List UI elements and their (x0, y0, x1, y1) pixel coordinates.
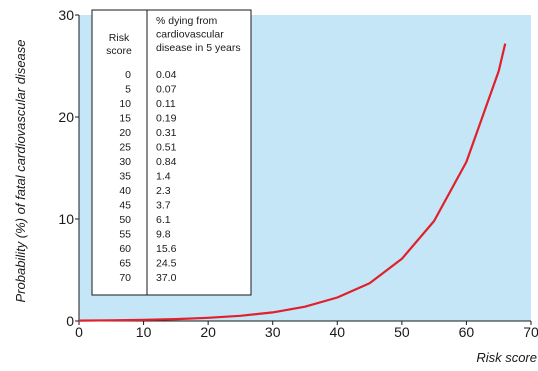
x-tick-label: 20 (200, 324, 216, 340)
table-cell-score: 10 (119, 98, 131, 110)
y-axis-label: Probability (%) of fatal cardiovascular … (13, 39, 28, 302)
table-cell-percent: 0.04 (156, 69, 177, 81)
table-cell-percent: 15.6 (156, 243, 177, 255)
table-cell-percent: 3.7 (156, 200, 171, 212)
table-row: 45 3.7 (119, 200, 170, 212)
table-cell-percent: 0.07 (156, 84, 177, 96)
table-row: 55 9.8 (119, 229, 170, 241)
table-cell-score: 30 (119, 156, 131, 168)
table-header-risk-score: Risk (109, 32, 130, 44)
x-tick-label: 30 (265, 324, 281, 340)
table-row: 70 37.0 (119, 272, 176, 284)
table-header-risk-score: score (106, 45, 132, 57)
table-header-percent-dying: % dying from (156, 15, 218, 27)
x-tick-label: 50 (394, 324, 410, 340)
table-cell-score: 55 (119, 229, 131, 241)
table-cell-percent: 37.0 (156, 272, 177, 284)
table-row: 20 0.31 (119, 127, 176, 139)
table-row: 35 1.4 (119, 171, 170, 183)
table-cell-score: 25 (119, 142, 131, 154)
table-row: 25 0.51 (119, 142, 176, 154)
table-cell-score: 5 (125, 84, 131, 96)
x-tick-label: 0 (75, 324, 83, 340)
x-axis: 0 10 20 30 40 50 60 70 (75, 320, 538, 340)
x-tick-label: 70 (523, 324, 538, 340)
table-cell-percent: 2.3 (156, 185, 171, 197)
y-tick-label: 10 (58, 211, 74, 227)
table-cell-score: 45 (119, 200, 131, 212)
table-row: 5 0.07 (125, 84, 176, 96)
table-cell-score: 70 (119, 272, 131, 284)
y-tick-label: 30 (58, 7, 74, 23)
table-cell-percent: 0.51 (156, 142, 177, 154)
series-line (78, 43, 507, 322)
table-cell-score: 40 (119, 185, 131, 197)
table-cell-score: 65 (119, 258, 131, 270)
table-cell-score: 50 (119, 214, 131, 226)
table-cell-score: 0 (125, 69, 131, 81)
table-cell-percent: 0.84 (156, 156, 177, 168)
table-cell-percent: 24.5 (156, 258, 177, 270)
table-row: 30 0.84 (119, 156, 176, 168)
table-cell-percent: 0.19 (156, 113, 177, 125)
table-cell-percent: 0.11 (156, 98, 176, 110)
table-row: 40 2.3 (119, 185, 170, 197)
y-tick-label: 20 (58, 109, 74, 125)
table-row: 15 0.19 (119, 113, 176, 125)
table-cell-percent: 0.31 (156, 127, 177, 139)
table-row: 60 15.6 (119, 243, 176, 255)
table-cell-score: 60 (119, 243, 131, 255)
x-tick-label: 10 (136, 324, 152, 340)
x-tick-label: 60 (459, 324, 475, 340)
table-cell-score: 20 (119, 127, 131, 139)
table-cell-percent: 9.8 (156, 229, 171, 241)
table-row: 50 6.1 (119, 214, 170, 226)
table-cell-score: 35 (119, 171, 131, 183)
x-tick-label: 40 (329, 324, 345, 340)
y-axis: 0 10 20 30 (58, 7, 80, 329)
table-cell-percent: 1.4 (156, 171, 171, 183)
table-border (91, 9, 252, 296)
table-row: 65 24.5 (119, 258, 176, 270)
table-cell-score: 15 (119, 113, 131, 125)
table-header-percent-dying: disease in 5 years (156, 42, 241, 54)
table-header-percent-dying: cardiovascular (156, 29, 224, 41)
table-row: 10 0.11 (119, 98, 176, 110)
y-tick-label: 0 (66, 313, 74, 329)
table-row: 0 0.04 (125, 69, 176, 81)
table-cell-percent: 6.1 (156, 214, 171, 226)
x-axis-label: Risk score (476, 350, 537, 365)
